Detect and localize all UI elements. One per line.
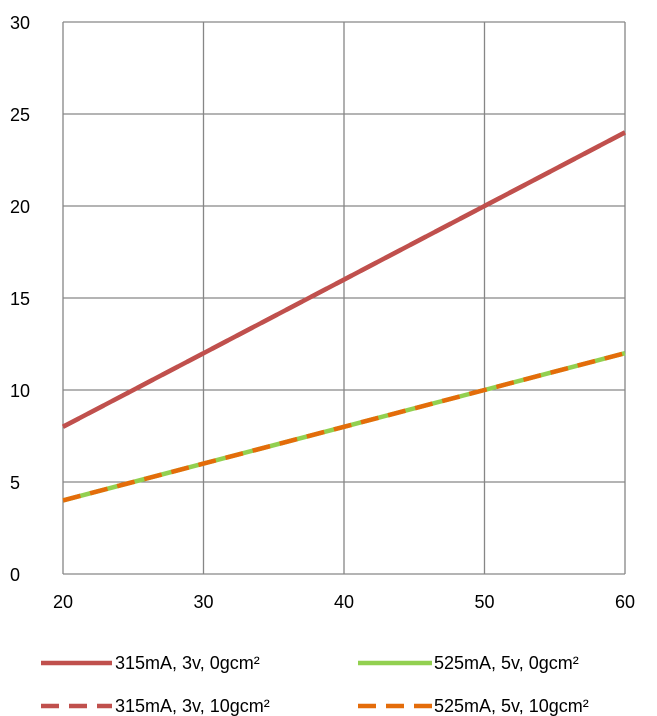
legend-label-3: 315mA, 3v, 10gcm² xyxy=(115,696,270,716)
series-line-4 xyxy=(62,351,626,503)
x-tick-label: 50 xyxy=(474,592,494,612)
x-tick-label: 40 xyxy=(334,592,354,612)
series-layer xyxy=(61,130,627,503)
y-tick-label: 0 xyxy=(10,565,20,585)
x-tick-label: 20 xyxy=(53,592,73,612)
y-tick-label: 20 xyxy=(10,197,30,217)
y-tick-label: 15 xyxy=(10,289,30,309)
x-tick-label: 60 xyxy=(615,592,635,612)
series-line-3 xyxy=(61,130,627,429)
legend-label-4: 525mA, 5v, 10gcm² xyxy=(434,696,589,716)
y-tick-label: 10 xyxy=(10,381,30,401)
y-tick-label: 30 xyxy=(10,13,30,33)
y-tick-label: 5 xyxy=(10,473,20,493)
y-tick-label: 25 xyxy=(10,105,30,125)
x-tick-label: 30 xyxy=(193,592,213,612)
legend-label-1: 315mA, 3v, 0gcm² xyxy=(115,653,260,673)
grid xyxy=(62,21,626,575)
legend: 315mA, 3v, 0gcm² 525mA, 5v, 0gcm² 315mA, 3… xyxy=(41,653,589,716)
tick-labels: 20 30 40 50 60 0 5 10 15 20 25 30 xyxy=(10,13,635,612)
legend-label-2: 525mA, 5v, 0gcm² xyxy=(434,653,579,673)
